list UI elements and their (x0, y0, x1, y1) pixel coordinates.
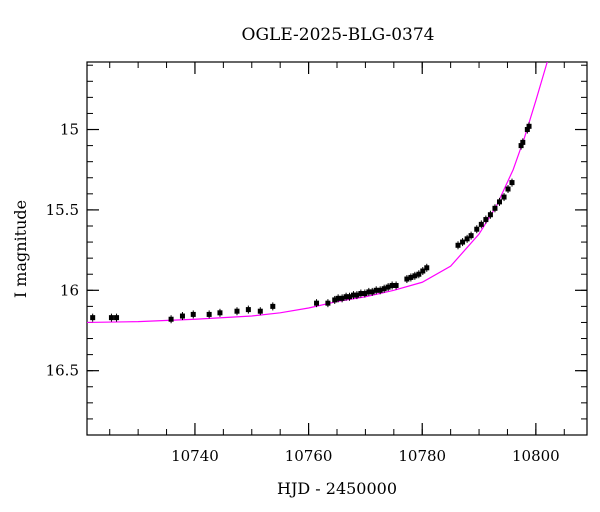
data-point (501, 193, 507, 202)
data-point (412, 271, 418, 280)
data-point (350, 291, 356, 300)
data-point (526, 122, 532, 131)
data-point (217, 308, 223, 317)
model-curve (87, 62, 548, 324)
data-point (408, 273, 414, 282)
data-point (362, 289, 368, 298)
data-point (424, 263, 430, 272)
x-tick-label: 10800 (512, 447, 560, 465)
data-point (343, 292, 349, 301)
y-tick-label: 16.5 (46, 362, 79, 380)
data-point (257, 307, 263, 316)
model-layer (87, 62, 548, 324)
data-point (404, 275, 410, 284)
minor-ticks (87, 62, 587, 436)
data-point (505, 185, 511, 194)
data-point (509, 178, 515, 187)
data-point (206, 310, 212, 319)
data-point (393, 281, 399, 290)
data-point (114, 313, 120, 322)
data-point (366, 287, 372, 296)
x-tick-label: 10740 (171, 447, 219, 465)
x-tick-labels: 10740 10760 10780 10800 (171, 447, 560, 465)
data-point (474, 225, 480, 234)
data-point (168, 315, 174, 324)
data-point (468, 231, 474, 240)
data-point (420, 267, 426, 276)
data-point (464, 234, 470, 243)
data-point (339, 294, 345, 303)
major-ticks (87, 62, 587, 435)
data-point (520, 138, 526, 147)
y-tick-label: 16 (60, 281, 79, 299)
data-point (354, 291, 360, 300)
data-point (478, 220, 484, 229)
data-point (487, 210, 493, 219)
y-tick-label: 15 (60, 121, 79, 139)
data-point (332, 295, 338, 304)
data-point (389, 281, 395, 290)
x-axis-label: HJD - 2450000 (277, 479, 397, 498)
data-point (314, 299, 320, 308)
y-axis-label: I magnitude (11, 200, 30, 298)
data-point (108, 313, 114, 322)
data-point (483, 215, 489, 224)
data-point (325, 299, 331, 308)
data-point (373, 286, 379, 295)
data-point (455, 241, 461, 250)
data-point (190, 310, 196, 319)
data-point (497, 197, 502, 206)
data-point (369, 287, 375, 296)
data-points (90, 122, 532, 324)
data-point (377, 286, 383, 295)
data-point (358, 289, 364, 298)
data-point (347, 292, 352, 301)
y-tick-labels: 15 15.5 16 16.5 (46, 121, 79, 380)
x-tick-label: 10760 (285, 447, 333, 465)
data-point (416, 270, 422, 279)
chart-title: OGLE-2025-BLG-0374 (242, 25, 435, 45)
data-point (234, 307, 240, 316)
data-point (492, 204, 498, 213)
data-point (90, 313, 96, 322)
y-tick-label: 15.5 (46, 201, 79, 219)
data-point (335, 294, 341, 303)
data-point (460, 238, 466, 247)
data-point (270, 302, 276, 311)
data-point (179, 312, 185, 321)
data-point (385, 283, 391, 292)
data-point (245, 305, 251, 314)
x-tick-label: 10780 (398, 447, 446, 465)
plot-frame (86, 61, 588, 436)
data-point (381, 284, 387, 293)
